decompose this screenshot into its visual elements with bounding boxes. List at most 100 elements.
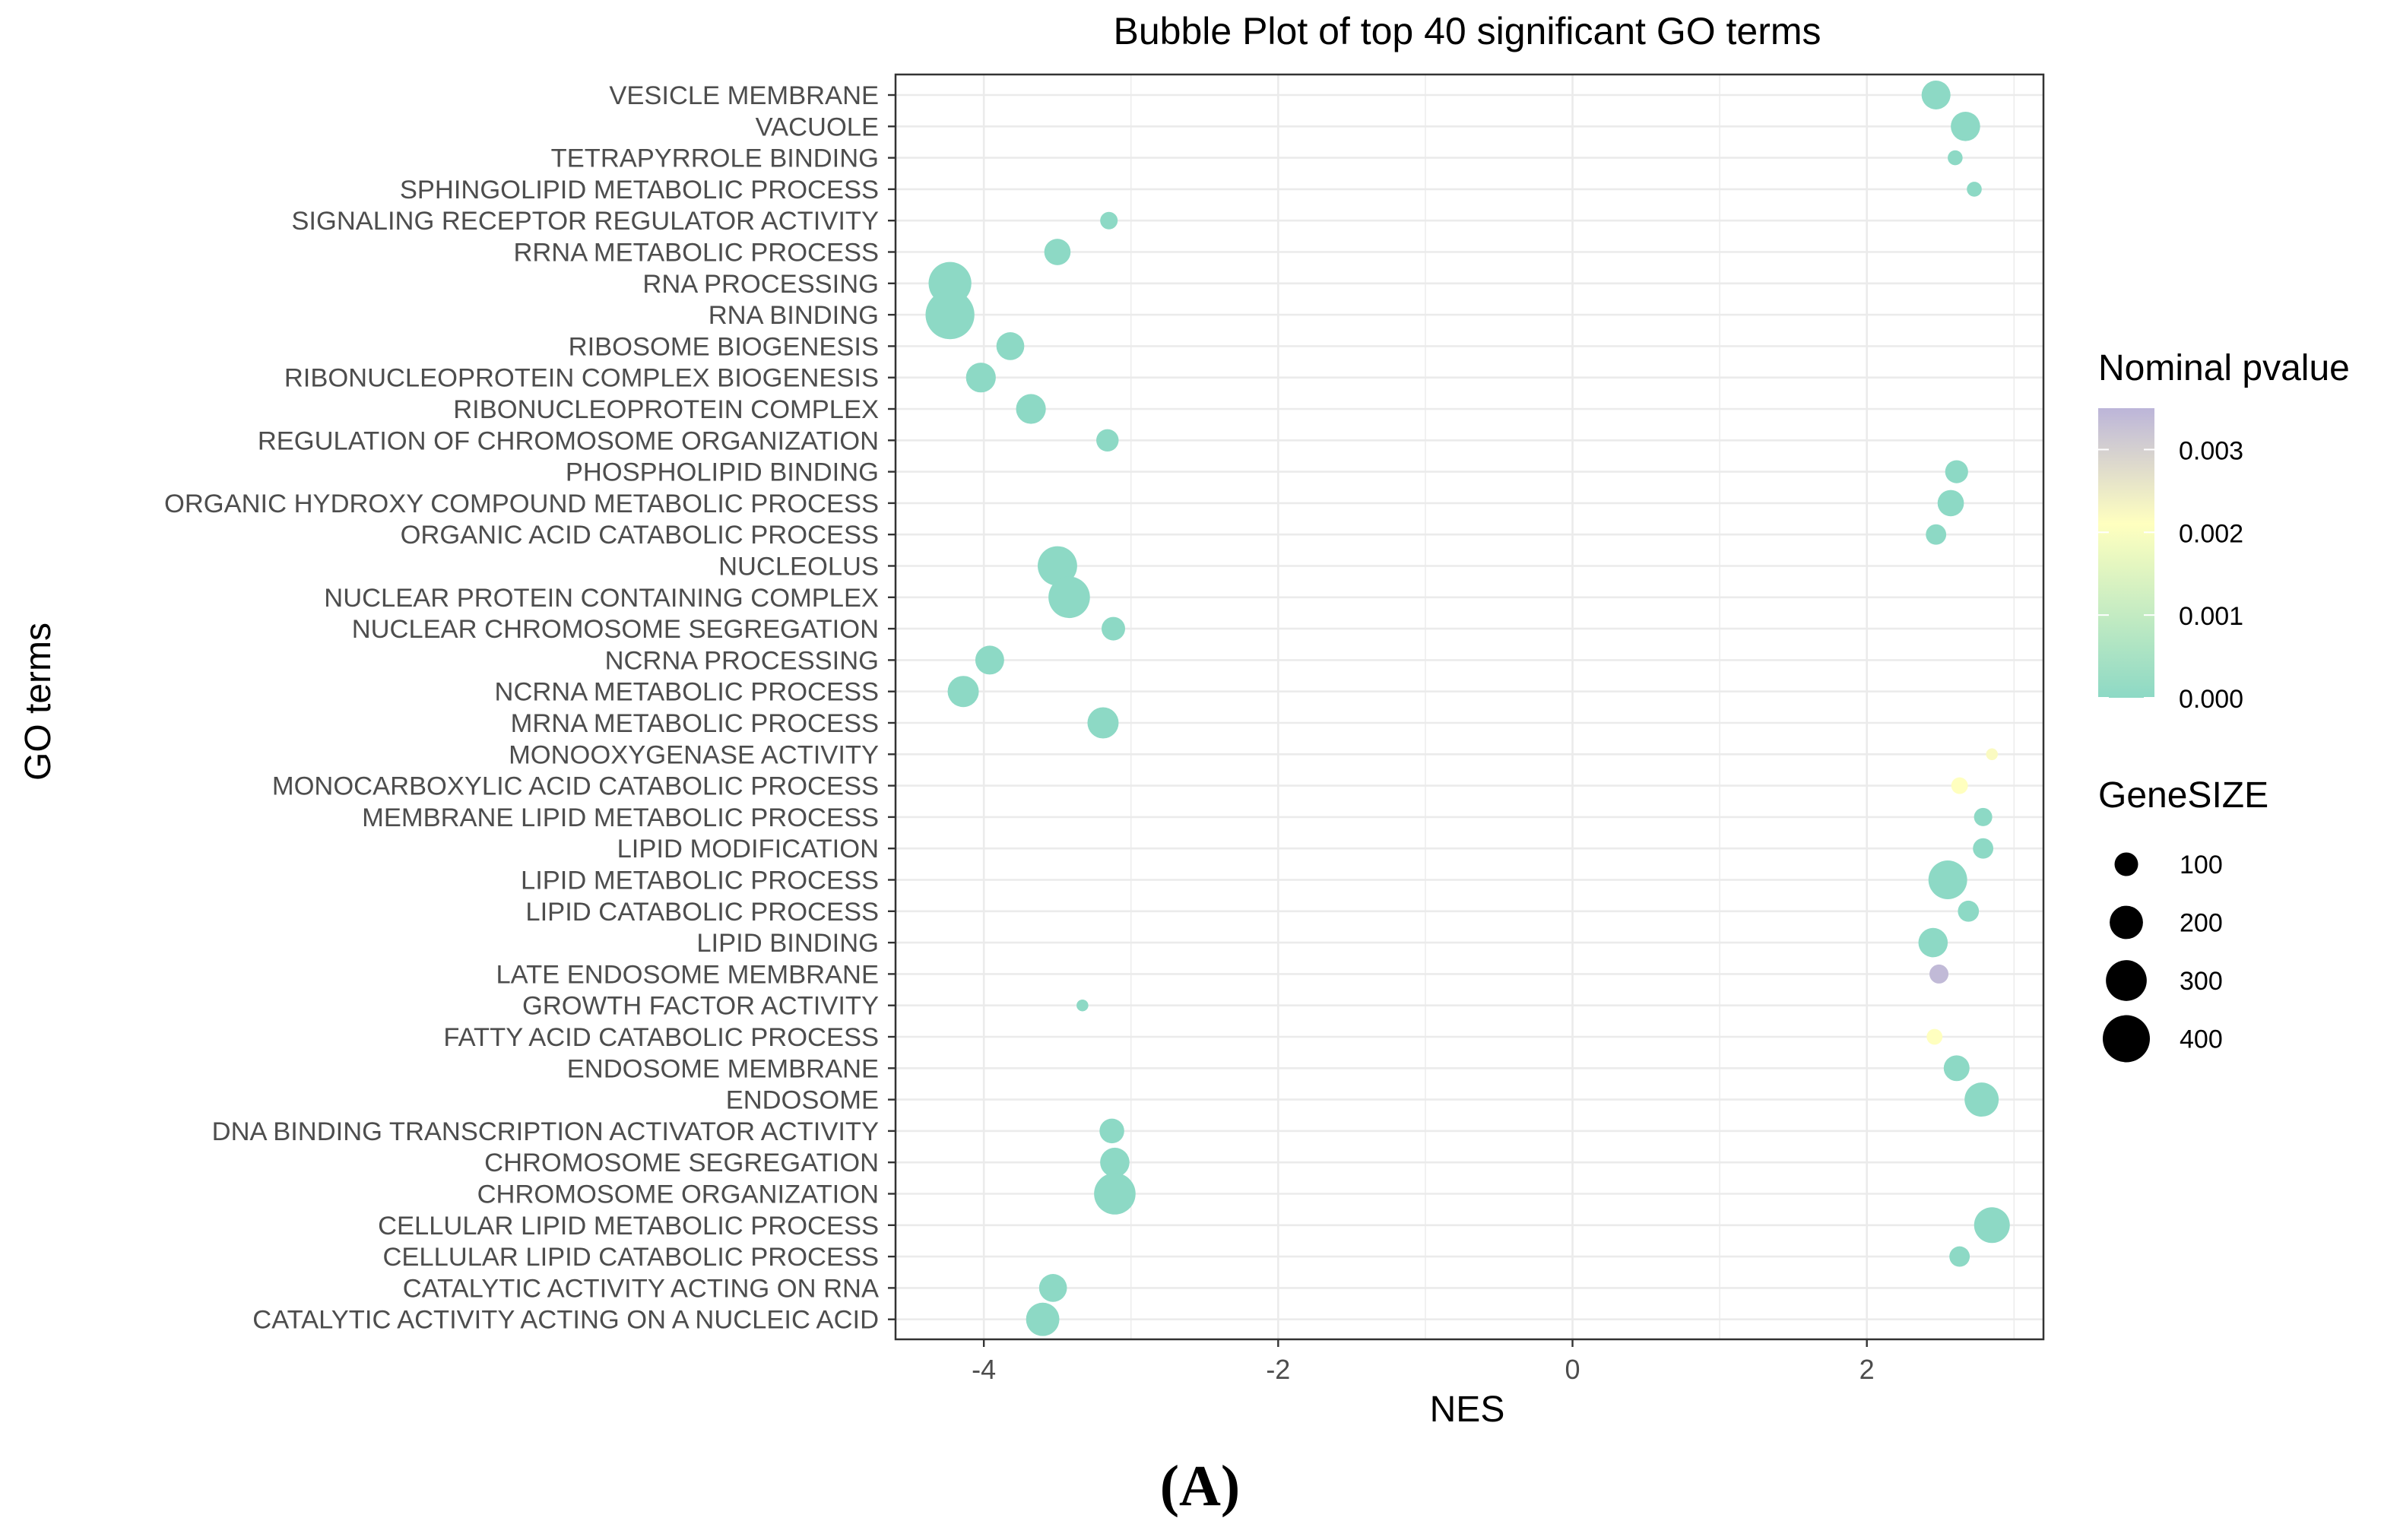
y-tick-label: RIBONUCLEOPROTEIN COMPLEX BIOGENESIS [284, 364, 879, 393]
x-axis-title: NES [1430, 1389, 1505, 1430]
y-tick-label: VACUOLE [756, 112, 879, 141]
bubble-point [1949, 1246, 1970, 1267]
x-tick-label: -4 [972, 1354, 996, 1385]
y-tick-label: SIGNALING RECEPTOR REGULATOR ACTIVITY [291, 207, 879, 236]
bubble-point [1099, 1118, 1124, 1144]
bubble-point [1951, 112, 1980, 141]
size-legend-title: GeneSIZE [2098, 775, 2268, 816]
y-tick-label: RRNA METABOLIC PROCESS [513, 239, 879, 268]
bubble-point [1102, 616, 1126, 641]
bubble-point [1964, 1082, 1999, 1117]
color-legend-label: 0.000 [2179, 685, 2243, 714]
bubble-point [1945, 460, 1968, 483]
size-legend: GeneSIZE 100 200 300 400 [2098, 775, 2268, 1063]
y-tick-label: NUCLEAR PROTEIN CONTAINING COMPLEX [324, 584, 879, 613]
bubble-point [1100, 1147, 1130, 1177]
bubble-point [965, 363, 996, 393]
bubble-point [1926, 1028, 1943, 1045]
y-tick-label: SPHINGOLIPID METABOLIC PROCESS [400, 176, 879, 204]
y-tick-label: CATALYTIC ACTIVITY ACTING ON A NUCLEIC A… [252, 1306, 879, 1335]
y-tick-label: RNA BINDING [709, 301, 879, 330]
y-tick-label: RIBONUCLEOPROTEIN COMPLEX [453, 395, 879, 424]
y-tick-label: ORGANIC HYDROXY COMPOUND METABOLIC PROCE… [164, 490, 879, 518]
y-axis-title: GO terms [18, 623, 59, 781]
bubble-point [1973, 838, 1994, 859]
bubble-point [1986, 748, 1998, 761]
panel-label: (A) [1159, 1454, 1241, 1518]
y-tick-label: GROWTH FACTOR ACTIVITY [522, 992, 879, 1021]
bubble-point [1951, 777, 1968, 794]
color-legend-label: 0.003 [2179, 436, 2243, 465]
y-tick-label: CELLULAR LIPID CATABOLIC PROCESS [382, 1243, 879, 1272]
color-legend-title: Nominal pvalue [2098, 348, 2350, 388]
bubble-point [996, 332, 1025, 360]
bubble-point [1038, 546, 1077, 586]
bubble-point [1928, 860, 1967, 899]
chart-title: Bubble Plot of top 40 significant GO ter… [1113, 10, 1821, 52]
size-legend-label: 200 [2180, 909, 2223, 938]
bubble-point [1974, 1207, 2010, 1244]
color-legend-label: 0.002 [2179, 519, 2243, 548]
size-legend-label: 400 [2180, 1025, 2223, 1054]
y-tick-label: TETRAPYRROLE BINDING [551, 144, 879, 173]
bubble-point [1943, 1055, 1970, 1082]
bubble-point [1926, 524, 1947, 545]
y-tick-label: NCRNA METABOLIC PROCESS [495, 678, 879, 707]
size-legend-key [2110, 905, 2143, 940]
data-points [925, 81, 2010, 1336]
y-tick-label: CHROMOSOME ORGANIZATION [477, 1180, 879, 1209]
y-tick-label: MEMBRANE LIPID METABOLIC PROCESS [362, 803, 879, 832]
x-tick-label: 2 [1859, 1354, 1875, 1385]
bubble-point [947, 676, 979, 708]
bubble-point [1929, 964, 1949, 984]
y-tick-label: REGULATION OF CHROMOSOME ORGANIZATION [258, 426, 879, 455]
y-tick-label: LATE ENDOSOME MEMBRANE [496, 960, 879, 989]
y-tick-label: VESICLE MEMBRANE [609, 81, 879, 110]
plot-panel-border [894, 73, 2045, 1341]
y-tick-label: PHOSPHOLIPID BINDING [566, 458, 879, 487]
bubble-point [925, 290, 975, 340]
y-tick-label: MRNA METABOLIC PROCESS [511, 709, 879, 738]
y-tick-label: CELLULAR LIPID METABOLIC PROCESS [378, 1212, 879, 1241]
size-legend-key [2106, 960, 2147, 1001]
y-tick-label: ENDOSOME MEMBRANE [567, 1054, 879, 1083]
bubble-point [1096, 429, 1119, 452]
bubble-point [1048, 576, 1090, 619]
y-tick-label: DNA BINDING TRANSCRIPTION ACTIVATOR ACTI… [212, 1117, 879, 1146]
color-bar [2098, 408, 2154, 698]
y-tick-label: ORGANIC ACID CATABOLIC PROCESS [401, 521, 879, 550]
color-legend-label: 0.001 [2179, 602, 2243, 631]
y-tick-label: CHROMOSOME SEGREGATION [484, 1149, 879, 1177]
bubble-point [1076, 999, 1089, 1012]
y-tick-label: RIBOSOME BIOGENESIS [569, 332, 879, 361]
y-tick-label: FATTY ACID CATABOLIC PROCESS [443, 1023, 879, 1052]
y-tick-label: LIPID BINDING [696, 929, 879, 958]
size-legend-key [2114, 852, 2138, 876]
y-tick-label: MONOCARBOXYLIC ACID CATABOLIC PROCESS [272, 772, 879, 801]
y-tick-label: NCRNA PROCESSING [605, 646, 879, 675]
y-tick-label: LIPID CATABOLIC PROCESS [525, 898, 879, 927]
bubble-point [1038, 1274, 1067, 1302]
y-tick-label: MONOOXYGENASE ACTIVITY [509, 740, 879, 769]
bubble-point [1087, 707, 1119, 739]
x-tick-label: 0 [1565, 1354, 1580, 1385]
y-tick-label: RNA PROCESSING [642, 270, 879, 299]
bubble-point [1918, 927, 1948, 958]
x-tick-label: -2 [1266, 1354, 1290, 1385]
y-tick-label: CATALYTIC ACTIVITY ACTING ON RNA [403, 1274, 879, 1303]
grid-layer [896, 74, 2043, 1339]
y-tick-label: NUCLEAR CHROMOSOME SEGREGATION [352, 615, 879, 644]
bubble-point [975, 645, 1004, 675]
bubble-point [1937, 490, 1964, 517]
color-legend: Nominal pvalue 0.003 0.002 0.001 0.000 [2098, 348, 2350, 714]
y-tick-label: NUCLEOLUS [718, 553, 879, 581]
y-tick-label: LIPID METABOLIC PROCESS [521, 867, 879, 895]
size-legend-label: 300 [2180, 967, 2223, 996]
plot-panel-background [896, 74, 2043, 1339]
y-tick-label: ENDOSOME [726, 1086, 879, 1115]
bubble-point [1100, 211, 1118, 230]
bubble-point [1974, 807, 1993, 826]
bubble-point [1044, 239, 1071, 265]
